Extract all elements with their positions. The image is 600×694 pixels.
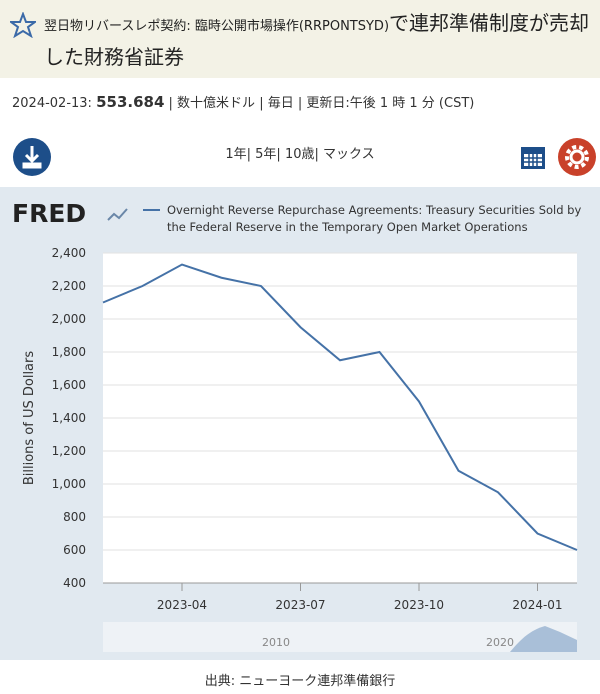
header: 翌日物リバースレポ契約: 臨時公開市場操作(RRPONTSYD)で連邦準備制度が… [0, 0, 600, 78]
legend-text: Overnight Reverse Repurchase Agreements:… [167, 203, 581, 217]
source: 出典: ニューヨーク連邦準備銀行 [204, 674, 396, 689]
legend-text: the Federal Reserve in the Temporary Ope… [167, 220, 528, 234]
y-tick-label: 1,400 [52, 411, 86, 425]
y-tick-label: 400 [63, 576, 86, 590]
y-axis-label: Billions of US Dollars [22, 351, 37, 486]
y-tick-label: 1,600 [52, 378, 86, 392]
title-rest: で連邦準備制度が売却した財務省証券 [44, 11, 590, 69]
info: 2024-02-13: 553.684 | 数十億米ドル | 毎日 | 更新日:… [12, 92, 474, 111]
y-tick-label: 2,000 [52, 312, 86, 326]
y-tick-label: 2,200 [52, 279, 86, 293]
series-line [102, 263, 578, 551]
navigator-label: 2010 [262, 636, 290, 649]
y-tick-label: 1,200 [52, 444, 86, 458]
x-tick-label: 2023-04 [157, 598, 207, 612]
settings-icon[interactable] [557, 137, 597, 177]
chart: FRED Billions of US Dollars 400 600 800 1,0… [12, 199, 581, 652]
value: 553.684 [96, 93, 165, 111]
y-tick-label: 1,000 [52, 477, 86, 491]
x-tick-label: 2023-07 [275, 598, 325, 612]
y-tick-label: 800 [63, 510, 86, 524]
title: 翌日物リバースレポ契約: 臨時公開市場操作(RRPONTSYD)で連邦準備制度が… [44, 8, 594, 74]
date: 2024-02-13: [12, 96, 92, 111]
download-icon[interactable] [12, 137, 52, 177]
calendar-icon[interactable] [520, 143, 546, 171]
navigator-label: 2020 [486, 636, 514, 649]
x-tick-label: 2024-01 [512, 598, 562, 612]
y-tick-label: 600 [63, 543, 86, 557]
y-tick-label: 2,400 [52, 246, 86, 260]
range-links[interactable]: 1年| 5年| 10歳| マックス [225, 147, 375, 162]
star-icon[interactable] [10, 12, 36, 38]
logo: FRED [12, 199, 86, 228]
details: | 数十億米ドル | 毎日 | 更新日:午後 1 時 1 分 (CST) [168, 96, 475, 111]
title-code: 翌日物リバースレポ契約: 臨時公開市場操作(RRPONTSYD) [44, 19, 390, 34]
x-tick-label: 2023-10 [394, 598, 444, 612]
y-tick-label: 1,800 [52, 345, 86, 359]
